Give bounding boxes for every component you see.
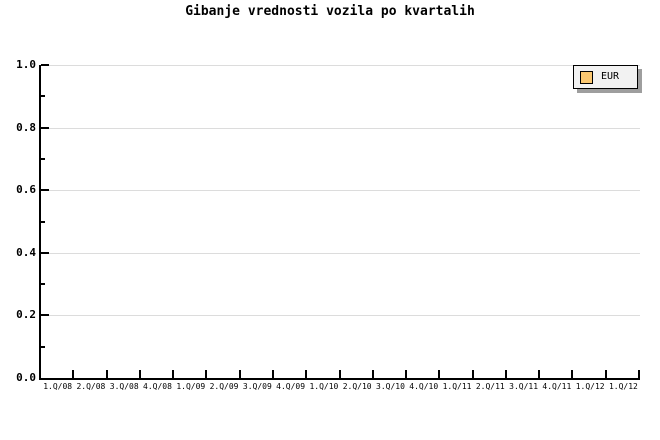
x-axis-tick bbox=[638, 370, 640, 378]
x-axis-label: 1.Q/09 bbox=[176, 382, 206, 391]
x-axis-label: 4.Q/08 bbox=[143, 382, 172, 391]
x-axis-label: 1.Q/08 bbox=[43, 382, 73, 391]
x-axis-label: 1.Q/11 bbox=[442, 382, 472, 391]
x-axis-label: 3.Q/08 bbox=[109, 382, 139, 391]
y-axis-label: 0.8 bbox=[16, 121, 36, 134]
y-axis-label: 0.0 bbox=[16, 371, 36, 384]
x-axis-label: 2.Q/09 bbox=[209, 382, 239, 391]
x-axis-label: 4.Q/10 bbox=[409, 382, 439, 391]
h-gridline bbox=[41, 315, 640, 316]
x-axis-label: 2.Q/11 bbox=[475, 382, 505, 391]
x-axis-tick bbox=[272, 370, 274, 378]
y-axis-label: 0.4 bbox=[16, 246, 36, 259]
legend-color-swatch bbox=[580, 70, 593, 84]
x-axis-tick bbox=[72, 370, 74, 378]
x-axis-tick bbox=[205, 370, 207, 378]
x-axis-tick bbox=[405, 370, 407, 378]
x-axis-label: 2.Q/08 bbox=[76, 382, 106, 391]
x-axis-tick bbox=[172, 370, 174, 378]
x-axis-label: 1.Q/12 bbox=[608, 382, 638, 391]
y-axis-major-tick bbox=[41, 314, 49, 316]
x-axis-label: 4.Q/11 bbox=[542, 382, 572, 391]
x-axis-label: 3.Q/11 bbox=[509, 382, 539, 391]
x-axis-tick bbox=[305, 370, 307, 378]
h-gridline bbox=[41, 253, 640, 254]
y-axis-major-tick bbox=[41, 64, 49, 66]
y-axis-major-tick bbox=[41, 127, 49, 129]
legend: EUR bbox=[573, 65, 638, 89]
h-gridline bbox=[41, 65, 640, 66]
x-axis-labels: 1.Q/08 2.Q/08 3.Q/08 4.Q/08 1.Q/09 2.Q/09 3.Q/… bbox=[41, 382, 640, 392]
x-axis-tick bbox=[605, 370, 607, 378]
h-gridline bbox=[41, 190, 640, 191]
x-axis-tick bbox=[505, 370, 507, 378]
y-axis-major-tick bbox=[41, 252, 49, 254]
x-axis-label: 2.Q/10 bbox=[342, 382, 372, 391]
x-axis-tick bbox=[339, 370, 341, 378]
x-axis-label: 4.Q/09 bbox=[276, 382, 306, 391]
x-axis-tick bbox=[106, 370, 108, 378]
y-axis-label: 0.2 bbox=[16, 308, 36, 321]
plot-area bbox=[39, 64, 640, 380]
x-axis-label: 3.Q/09 bbox=[242, 382, 272, 391]
y-axis-minor-tick bbox=[41, 221, 45, 223]
x-axis-label: 3.Q/10 bbox=[376, 382, 405, 391]
y-axis-major-tick bbox=[41, 189, 49, 191]
y-axis-label: 1.0 bbox=[16, 58, 36, 71]
x-axis-tick bbox=[438, 370, 440, 378]
chart-title: Gibanje vrednosti vozila po kvartalih bbox=[185, 4, 475, 19]
h-gridline bbox=[41, 128, 640, 129]
x-axis-tick bbox=[139, 370, 141, 378]
x-axis-tick bbox=[538, 370, 540, 378]
y-axis-minor-tick bbox=[41, 95, 45, 97]
x-axis-label: 1.Q/12 bbox=[575, 382, 605, 391]
x-axis-tick bbox=[239, 370, 241, 378]
y-axis-label: 0.6 bbox=[16, 183, 36, 196]
x-axis-tick bbox=[571, 370, 573, 378]
y-axis-minor-tick bbox=[41, 158, 45, 160]
x-axis-tick bbox=[472, 370, 474, 378]
legend-label: EUR bbox=[601, 71, 620, 82]
x-axis-label: 1.Q/10 bbox=[309, 382, 339, 391]
x-axis-tick bbox=[372, 370, 374, 378]
y-axis-minor-tick bbox=[41, 283, 45, 285]
y-axis-minor-tick bbox=[41, 346, 45, 348]
